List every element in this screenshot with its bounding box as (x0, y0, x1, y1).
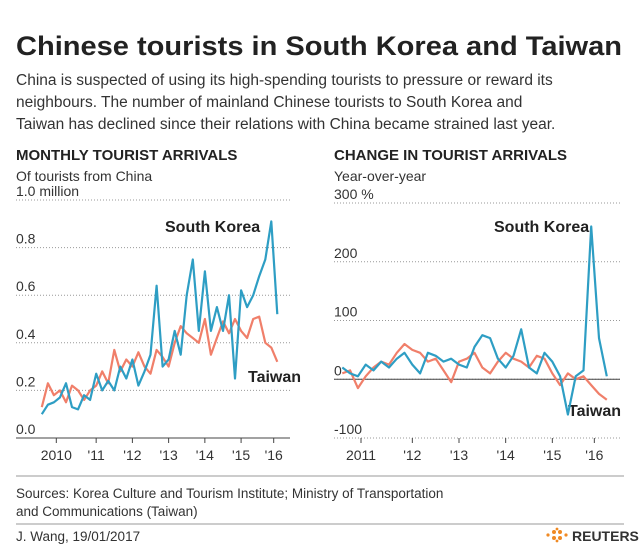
y-tick-label: 100 (334, 304, 358, 320)
series-label: South Korea (165, 219, 260, 236)
y-tick-label: 0.6 (16, 278, 36, 294)
chart-subtitle: Of tourists from China (16, 168, 152, 184)
page-title: Chinese tourists in South Korea and Taiw… (16, 31, 622, 61)
series-label: Taiwan (568, 403, 621, 420)
y-tick-label: 300 % (334, 186, 374, 202)
x-tick-label: '14 (497, 447, 515, 463)
y-tick-label: 0.2 (16, 373, 36, 389)
x-tick-label: 2011 (346, 447, 376, 463)
y-tick-label: 200 (334, 245, 358, 261)
x-tick-label: '11 (88, 447, 105, 463)
x-tick-label: '12 (403, 447, 421, 463)
series-label: Taiwan (248, 369, 301, 386)
x-tick-label: 2010 (41, 447, 72, 463)
x-tick-label: '16 (585, 447, 603, 463)
series-line (341, 342, 608, 401)
source-line: and Communications (Taiwan) (16, 504, 198, 519)
chart-title: CHANGE IN TOURIST ARRIVALS (334, 147, 567, 164)
x-tick-label: '12 (123, 447, 141, 463)
series-line (341, 225, 608, 416)
y-tick-label: -100 (334, 421, 362, 437)
x-tick-label: '14 (196, 447, 214, 463)
x-tick-label: '13 (450, 447, 468, 463)
y-tick-label: 0.0 (16, 421, 36, 437)
x-tick-label: '13 (159, 447, 177, 463)
chart-title: MONTHLY TOURIST ARRIVALS (16, 147, 237, 164)
y-tick-label: 0.8 (16, 231, 36, 247)
series-line (40, 220, 279, 415)
byline: J. Wang, 19/01/2017 (16, 529, 140, 544)
description-line: neighbours. The number of mainland Chine… (16, 94, 522, 111)
x-tick-label: '15 (543, 447, 561, 463)
source-line: Sources: Korea Culture and Tourism Insti… (16, 486, 443, 501)
y-tick-label: 1.0 million (16, 183, 79, 199)
brand-logo (546, 527, 568, 543)
y-tick-label: 0.4 (16, 326, 36, 342)
series-label: South Korea (494, 219, 589, 236)
chart-subtitle: Year-over-year (334, 168, 426, 184)
x-tick-label: '15 (232, 447, 250, 463)
description-line: Taiwan has declined since their relation… (16, 116, 555, 133)
brand: REUTERS (572, 528, 639, 544)
y-tick-label: 0 (334, 362, 342, 378)
x-tick-label: '16 (265, 447, 283, 463)
description-line: China is suspected of using its high-spe… (16, 72, 553, 89)
